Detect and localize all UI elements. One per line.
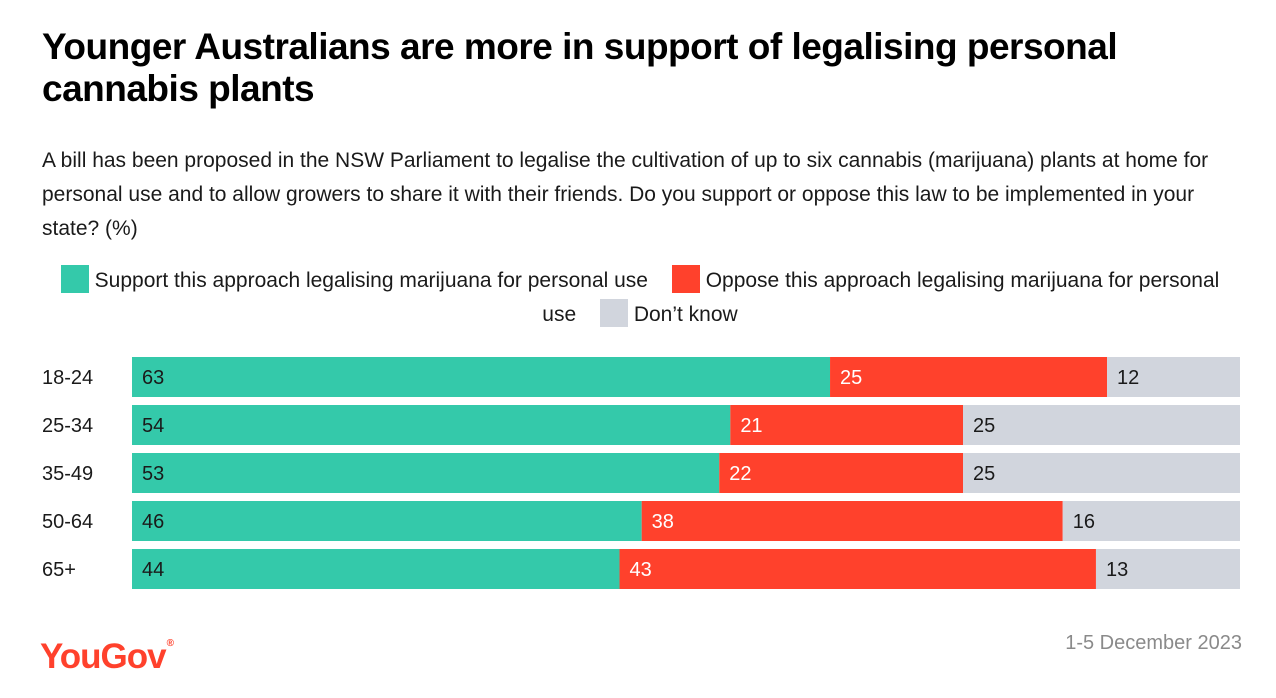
category-label: 65+ [42,559,76,581]
bar-dont-know [1107,357,1240,397]
value-label-dont-know: 25 [973,415,995,437]
category-label: 25-34 [42,415,93,437]
value-label-oppose: 21 [740,415,762,437]
value-label-dont-know: 25 [973,463,995,485]
legend-label-oppose: Oppose this approach legalising marijuan… [542,269,1220,326]
legend-item-dont-know: Don’t know [599,299,738,327]
category-label: 18-24 [42,367,93,389]
legend-swatch-oppose [671,265,700,293]
yougov-logo: YouGov® [40,622,174,679]
bar-dont-know [1062,501,1240,541]
chart-subtitle: A bill has been proposed in the NSW Parl… [42,149,1209,240]
bar-oppose [619,549,1096,589]
survey-date: 1-5 December 2023 [1065,632,1242,654]
value-label-support: 46 [142,511,164,533]
legend-label-support: Support this approach legalising marijua… [94,269,648,292]
bar-oppose [719,453,963,493]
bar-oppose [830,357,1108,397]
value-label-oppose: 38 [652,511,674,533]
value-label-support: 63 [142,367,164,389]
registered-mark: ® [166,638,174,649]
value-label-dont-know: 12 [1117,367,1139,389]
value-label-oppose: 25 [840,367,862,389]
bar-dont-know [1095,549,1240,589]
value-label-support: 54 [142,415,164,437]
legend-swatch-support [60,265,89,293]
legend-item-support: Support this approach legalising marijua… [60,265,654,293]
legend-label-dont-know: Don’t know [633,303,738,326]
yougov-logo-text: YouGov [40,637,167,676]
bar-support [132,357,831,397]
bar-dont-know [963,405,1240,445]
bar-support [132,501,642,541]
value-label-oppose: 22 [729,463,751,485]
value-label-dont-know: 13 [1106,559,1128,581]
value-label-dont-know: 16 [1073,511,1095,533]
value-label-support: 53 [142,463,164,485]
value-label-oppose: 43 [630,559,652,581]
category-label: 50-64 [42,511,93,533]
stacked-bar-chart: 18-24 63 25 12 25-34 54 21 25 35-49 53 22 25 50-64 46… [42,357,1240,589]
bar-support [132,453,720,493]
bar-support [132,405,731,445]
category-label: 35-49 [42,463,93,485]
legend-swatch-dont-know [599,299,628,327]
bar-oppose [641,501,1063,541]
legend-item-oppose: Oppose this approach legalising marijuan… [542,265,1220,326]
value-label-support: 44 [142,559,164,581]
chart-title: Younger Australians are more in support … [42,26,1118,109]
bar-oppose [730,405,963,445]
bar-support [132,549,620,589]
bar-dont-know [963,453,1240,493]
legend: Support this approach legalising marijua… [60,264,1220,332]
